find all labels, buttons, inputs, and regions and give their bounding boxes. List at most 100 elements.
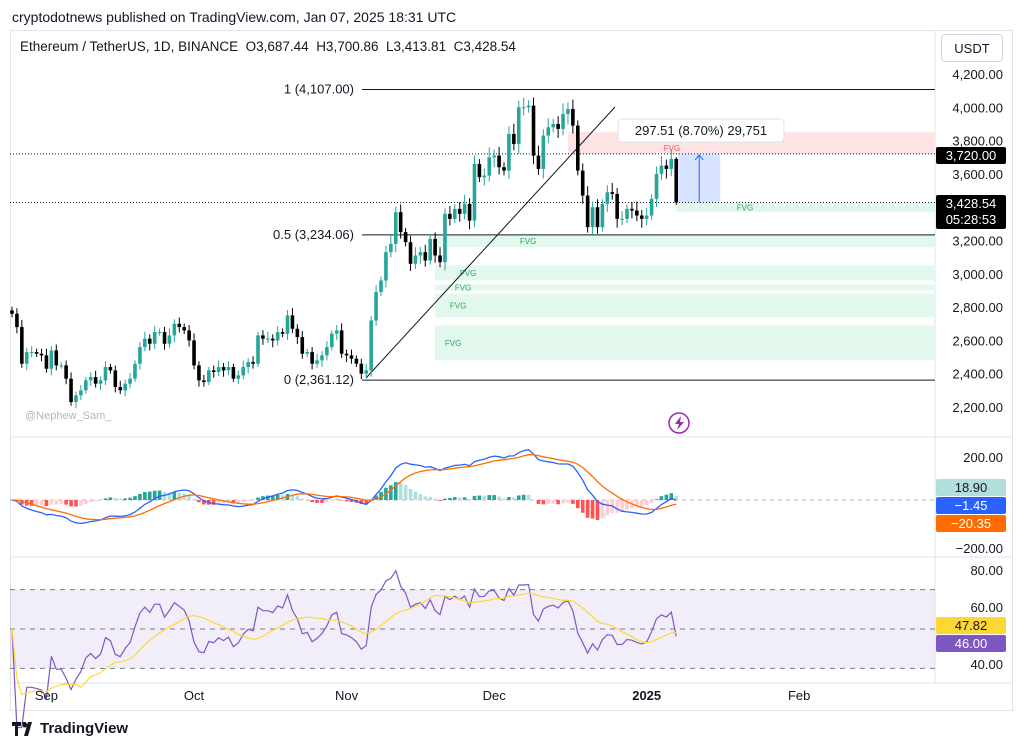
rsi-tick-label: 60.00	[970, 600, 1003, 615]
fvg-zone	[435, 265, 935, 281]
fvg-label: FVG	[455, 284, 471, 293]
macd-histogram-bar	[600, 500, 605, 519]
rsi-tick-label: 40.00	[970, 657, 1003, 672]
rsi-ma-line	[11, 592, 677, 696]
macd-histogram-bar	[133, 496, 137, 500]
macd-histogram-bar	[88, 500, 93, 503]
candle-body	[354, 358, 359, 364]
watermark: @Nephew_Sam_	[25, 410, 112, 422]
macd-histogram-bar	[541, 500, 546, 505]
candle-body	[133, 363, 137, 379]
time-tick-label: 2025	[632, 688, 661, 703]
macd-histogram-bar	[654, 499, 659, 500]
candle-body	[384, 252, 388, 281]
macd-histogram-bar	[585, 500, 590, 518]
symbol-name: Ethereum / TetherUS, 1D, BINANCE	[20, 39, 239, 54]
macd-histogram-bar	[487, 495, 492, 500]
macd-tick-label: 200.00	[963, 450, 1003, 465]
candle-body	[423, 252, 428, 261]
macd-histogram-bar	[516, 495, 521, 500]
macd-histogram-bar	[512, 497, 516, 500]
macd-line	[11, 448, 677, 525]
candle-body	[428, 238, 432, 261]
fib-level-label: 0.5 (3,234.06)	[273, 227, 354, 242]
macd-histogram-bar	[413, 491, 418, 500]
macd-histogram-bar	[216, 500, 221, 505]
candle-body	[654, 173, 659, 199]
price-tick-label: 2,600.00	[952, 333, 1003, 348]
candle-body	[177, 323, 182, 328]
macd-histogram-bar	[605, 500, 610, 516]
candle-body	[54, 350, 59, 366]
candle-body	[453, 208, 457, 219]
macd-histogram-bar	[477, 495, 482, 500]
candle-body	[310, 352, 314, 364]
candle-body	[226, 367, 231, 371]
candle-body	[147, 338, 152, 344]
candle-body	[615, 193, 619, 219]
macd-histogram-bar	[64, 500, 68, 505]
candle-body	[635, 210, 639, 216]
macd-signal-tag-bg	[936, 515, 1006, 532]
macd-histogram-bar	[138, 493, 142, 500]
time-tick-label: Feb	[788, 688, 810, 703]
macd-histogram-bar	[231, 500, 236, 504]
candle-body	[502, 167, 506, 171]
macd-histogram-bar	[393, 482, 398, 500]
symbol-legend: Ethereum / TetherUS, 1D, BINANCE O3,687.…	[20, 39, 516, 54]
trend-line	[365, 106, 616, 379]
macd-histogram-bar	[625, 500, 629, 511]
macd-histogram-bar	[197, 500, 201, 503]
macd-histogram-bar	[438, 500, 442, 501]
macd-histogram-bar	[492, 495, 496, 500]
candle-body	[369, 320, 373, 371]
macd-histogram-bar	[615, 500, 619, 513]
candle-body	[595, 207, 600, 228]
price-tick-label: 3,800.00	[952, 134, 1003, 149]
rsi-value-tag: 46.00	[955, 636, 988, 651]
candle-body	[44, 355, 49, 369]
candle-body	[639, 215, 644, 219]
macd-histogram-bar	[295, 496, 300, 500]
macd-histogram-bar	[423, 496, 428, 500]
macd-histogram-bar	[428, 496, 432, 500]
macd-histogram-bar	[118, 498, 123, 500]
macd-histogram-bar	[546, 500, 551, 505]
candle-body	[433, 238, 437, 256]
currency-button[interactable]: USDT	[941, 34, 1003, 62]
measure-label-box	[617, 118, 785, 143]
candle-body	[413, 255, 418, 264]
candle-body	[566, 108, 570, 114]
macd-histogram-bar	[59, 500, 63, 505]
fvg-label: FVG	[450, 301, 466, 310]
price-tick-label: 3,000.00	[952, 267, 1003, 282]
macd-histogram-bar	[20, 500, 24, 505]
macd-histogram-bar	[256, 497, 260, 500]
candle-body	[605, 192, 610, 204]
ohlc-open: O3,687.44	[245, 39, 309, 54]
candle-body	[330, 333, 334, 348]
ohlc-close: C3,428.54	[453, 39, 516, 54]
candle-body	[270, 338, 275, 341]
price-tick-label: 2,800.00	[952, 300, 1003, 315]
macd-histogram-bar	[580, 500, 585, 513]
candle-body	[590, 207, 595, 228]
macd-histogram-bar	[34, 500, 39, 506]
candle-body	[108, 367, 113, 371]
candle-body	[167, 335, 172, 344]
candle-body	[403, 232, 408, 243]
macd-histogram-bar	[595, 500, 600, 520]
candle-body	[526, 105, 531, 108]
candle-body	[251, 362, 255, 364]
candle-body	[364, 370, 369, 374]
tradingview-logo[interactable]: TradingView	[12, 720, 128, 737]
macd-histogram-bar	[526, 494, 531, 500]
candle-body	[64, 365, 68, 379]
macd-histogram-bar	[300, 498, 305, 500]
candle-body	[93, 377, 98, 384]
macd-histogram-bar	[349, 500, 354, 503]
candle-body	[231, 367, 236, 379]
candle-body	[492, 155, 496, 158]
candle-body	[39, 353, 44, 356]
